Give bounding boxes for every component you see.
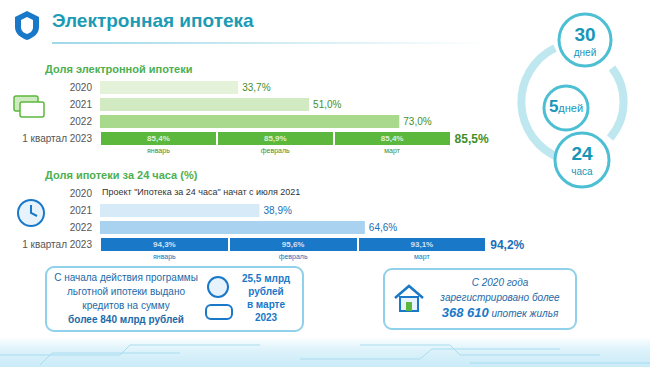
- html-text:рублей: рублей: [248, 286, 284, 297]
- svg-text:март: март: [414, 253, 430, 261]
- svg-text:2020: 2020: [70, 82, 93, 93]
- svg-text:38,9%: 38,9%: [263, 205, 291, 216]
- svg-text:51,0%: 51,0%: [313, 99, 341, 110]
- svg-text:январь: январь: [147, 147, 170, 155]
- svg-text:1 квартал 2023: 1 квартал 2023: [22, 239, 92, 250]
- svg-text:94,2%: 94,2%: [490, 238, 524, 252]
- html-text:зарегистрировано более: зарегистрировано более: [440, 292, 560, 303]
- html-text:С начала действия программы: С начала действия программы: [54, 272, 198, 283]
- svg-text:93,1%: 93,1%: [411, 240, 434, 249]
- svg-text:64,6%: 64,6%: [369, 222, 397, 233]
- svg-text:85,4%: 85,4%: [147, 134, 170, 143]
- svg-text:Доля ипотеки за 24 часа (%): Доля ипотеки за 24 часа (%): [45, 169, 198, 181]
- html-text:25,5 млрд: 25,5 млрд: [241, 273, 291, 284]
- svg-text:85,4%: 85,4%: [381, 134, 404, 143]
- html-text:368 610ипотек жилья: 368 610ипотек жилья: [441, 305, 559, 320]
- svg-text:95,6%: 95,6%: [282, 240, 305, 249]
- svg-text:январь: январь: [153, 253, 176, 261]
- svg-text:Доля электронной ипотеки: Доля электронной ипотеки: [45, 63, 192, 75]
- svg-text:февраль: февраль: [261, 147, 290, 155]
- svg-text:Проект "Ипотека за 24 часа" на: Проект "Ипотека за 24 часа" начат с июля…: [102, 187, 300, 197]
- html-text:кредитов на сумму: кредитов на сумму: [82, 300, 170, 311]
- svg-text:2021: 2021: [70, 205, 93, 216]
- svg-text:73,0%: 73,0%: [403, 116, 431, 127]
- svg-text:85,5%: 85,5%: [455, 132, 489, 146]
- svg-text:24: 24: [571, 143, 593, 164]
- svg-text:2022: 2022: [70, 116, 93, 127]
- svg-text:1 квартал 2023: 1 квартал 2023: [22, 133, 92, 144]
- svg-text:2020: 2020: [70, 188, 93, 199]
- svg-text:94,3%: 94,3%: [153, 240, 176, 249]
- svg-text:5дней: 5дней: [549, 97, 583, 116]
- html-text:льготной ипотеки выдано: льготной ипотеки выдано: [67, 286, 185, 297]
- svg-text:часа: часа: [571, 166, 593, 177]
- html-text:Электронная ипотека: Электронная ипотека: [52, 10, 254, 31]
- html-text:С 2020 года: С 2020 года: [471, 277, 529, 288]
- svg-text:85,9%: 85,9%: [264, 134, 287, 143]
- svg-text:33,7%: 33,7%: [242, 82, 270, 93]
- svg-text:февраль: февраль: [279, 253, 308, 261]
- svg-text:март: март: [384, 147, 400, 155]
- svg-text:2021: 2021: [70, 99, 93, 110]
- svg-text:30: 30: [574, 24, 595, 45]
- html-text:более 840 млрд рублей: более 840 млрд рублей: [68, 314, 184, 325]
- svg-text:дней: дней: [574, 47, 597, 58]
- html-text:2023: 2023: [254, 312, 278, 323]
- svg-text:2022: 2022: [70, 222, 93, 233]
- html-text:в марте: в марте: [246, 299, 286, 310]
